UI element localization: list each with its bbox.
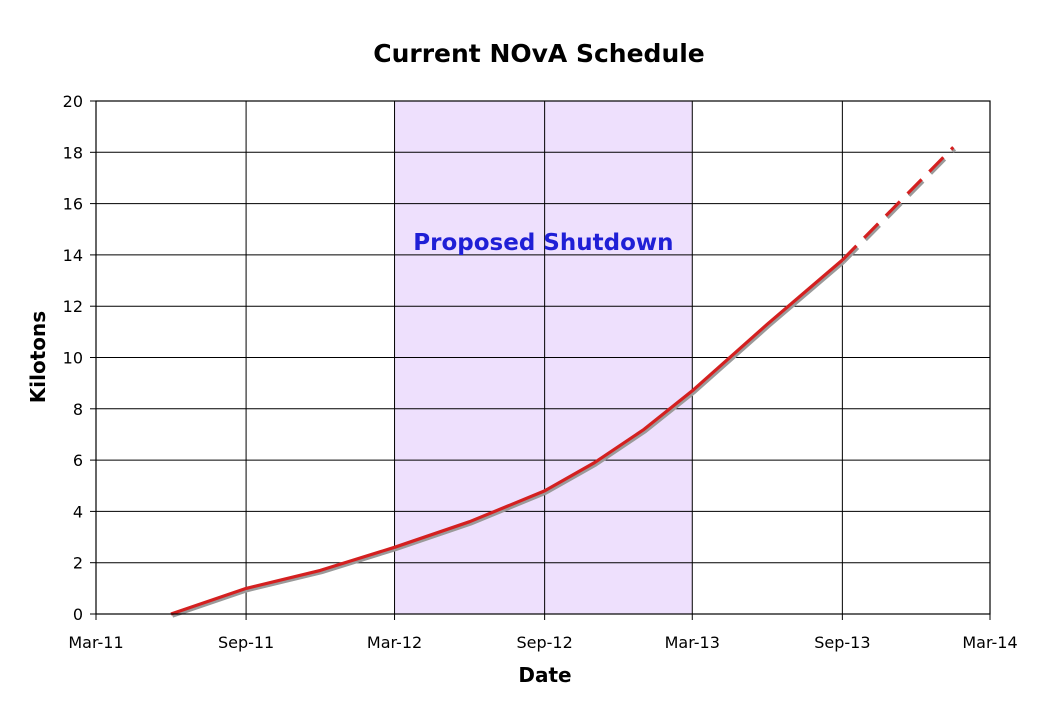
y-tick-label: 10 xyxy=(63,349,83,368)
projected-series-line xyxy=(841,146,955,262)
y-tick-label: 8 xyxy=(73,400,83,419)
series-shadow-0 xyxy=(171,260,846,618)
schedule-series-line xyxy=(170,258,844,616)
chart-title: Current NOvA Schedule xyxy=(373,39,705,68)
x-axis-title: Date xyxy=(518,663,571,687)
y-tick-label: 0 xyxy=(73,605,83,624)
y-tick-label: 20 xyxy=(63,92,83,111)
plot-frame xyxy=(95,100,991,615)
y-tick-label: 4 xyxy=(73,502,83,521)
x-tick-label: Mar-13 xyxy=(665,633,720,652)
x-tick-label: Sep-13 xyxy=(814,633,870,652)
x-tick-label: Mar-11 xyxy=(68,633,123,652)
y-axis-title: Kilotons xyxy=(26,311,50,403)
series-lines xyxy=(170,146,957,618)
y-tick-label: 2 xyxy=(73,554,83,573)
series-shadow-1 xyxy=(842,147,957,264)
y-axis-ticks: 0 2 4 6 8 10 12 14 16 18 20 xyxy=(63,92,83,624)
y-tick-label: 6 xyxy=(73,451,83,470)
x-tick-label: Sep-11 xyxy=(218,633,274,652)
x-tick-label: Mar-14 xyxy=(962,633,1017,652)
x-axis-ticks: Mar-11 Sep-11 Mar-12 Sep-12 Mar-13 Sep-13 Mar-… xyxy=(68,633,1017,652)
y-tick-label: 12 xyxy=(63,297,83,316)
x-tick-label: Mar-12 xyxy=(367,633,422,652)
shutdown-annotation: Proposed Shutdown xyxy=(413,230,673,256)
y-tick-label: 18 xyxy=(63,143,83,162)
x-tick-label: Sep-12 xyxy=(516,633,572,652)
y-tick-label: 16 xyxy=(63,195,83,214)
y-tick-label: 14 xyxy=(63,246,83,265)
